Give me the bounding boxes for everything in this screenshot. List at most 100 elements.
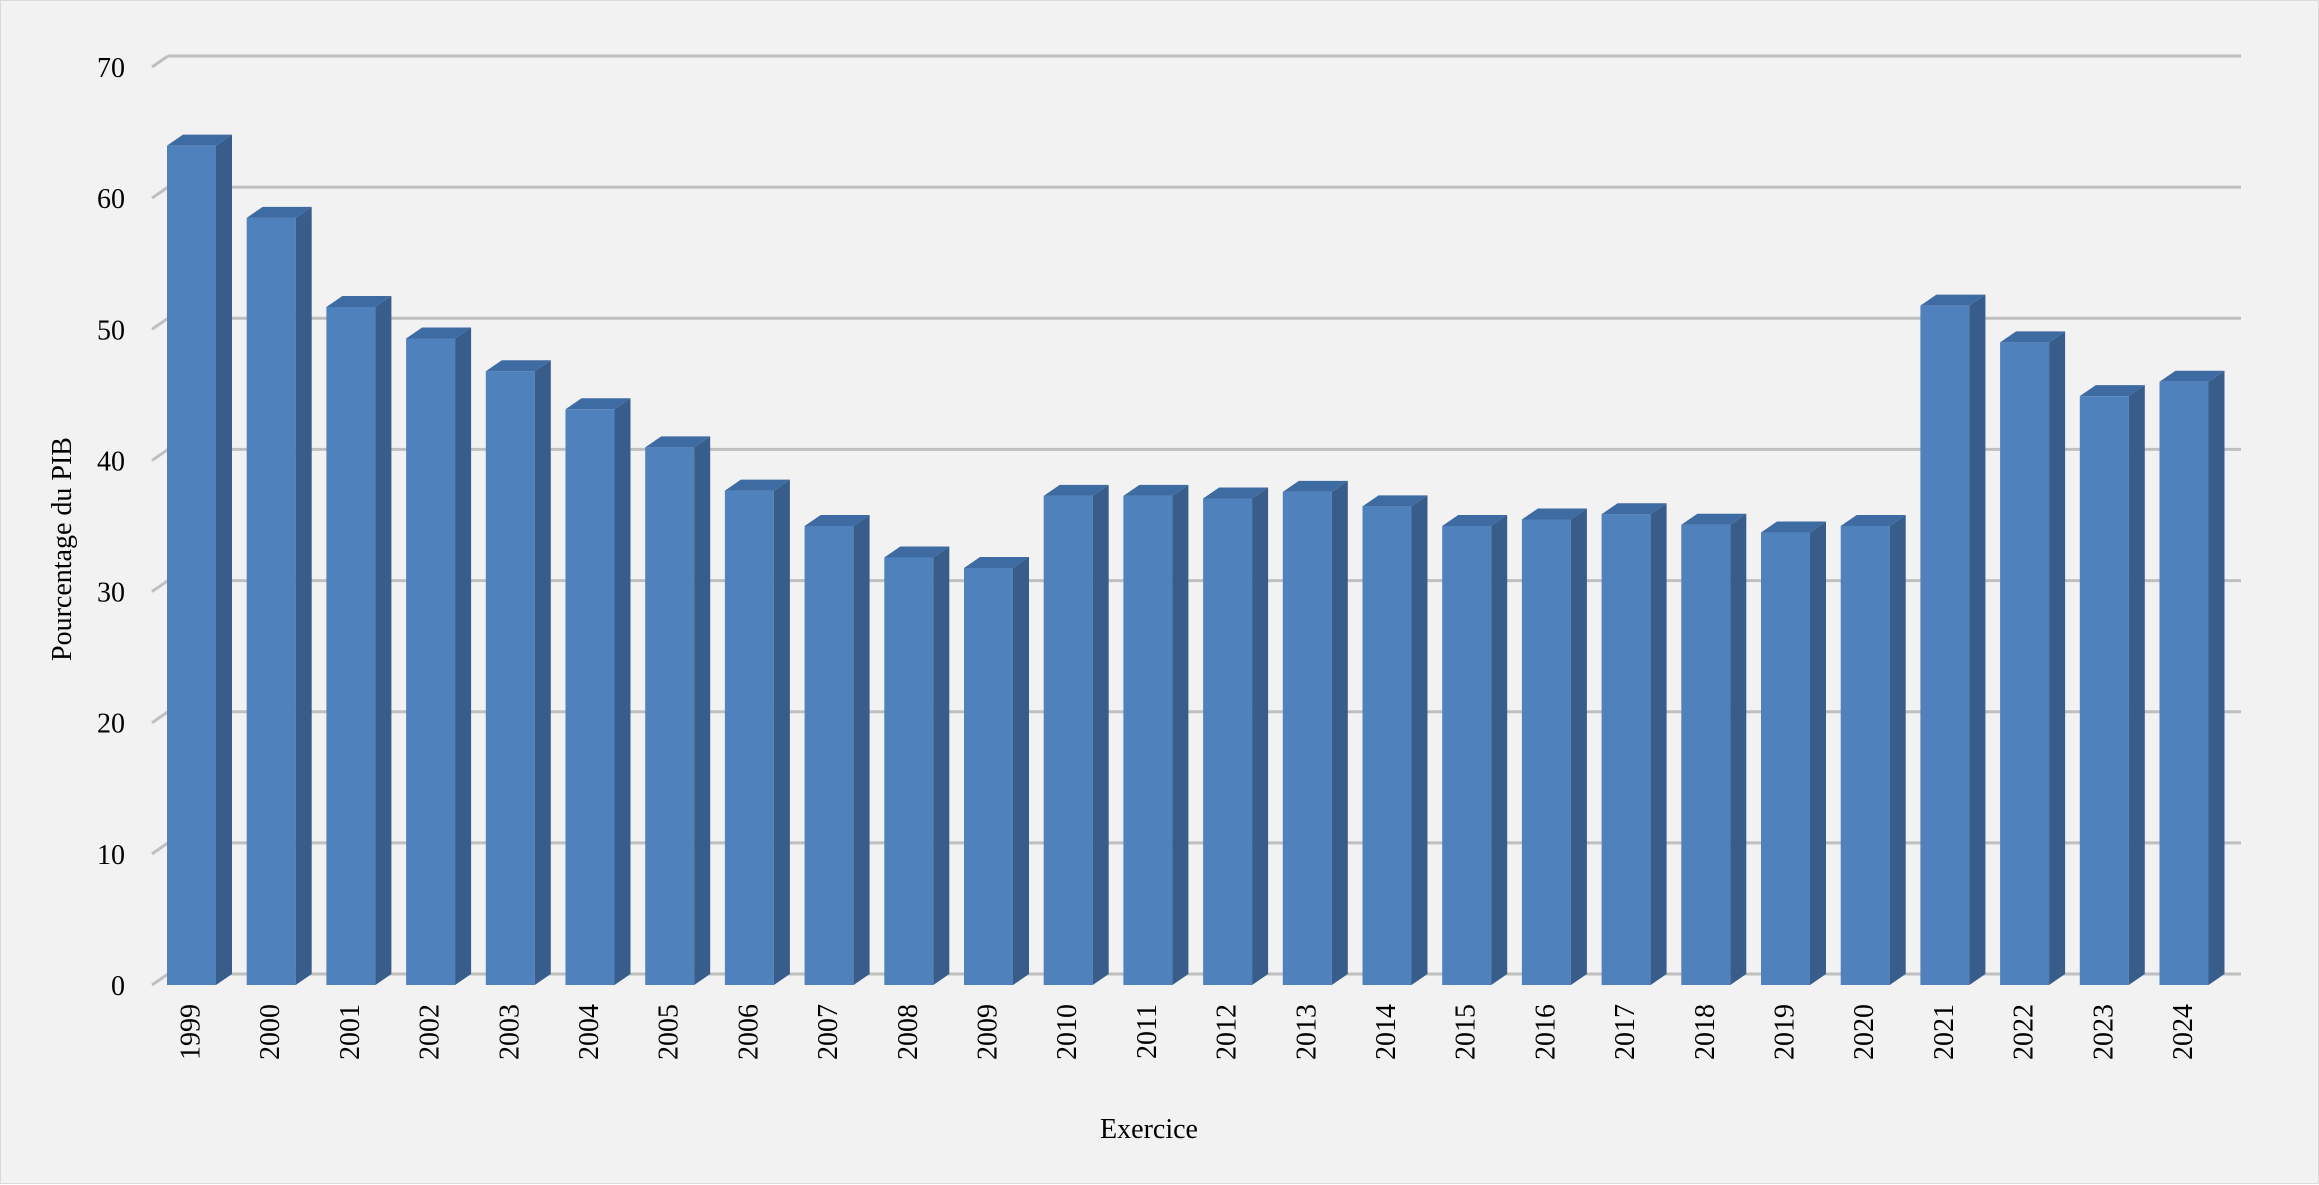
- bar-side: [1331, 480, 1348, 985]
- bar-side: [1570, 508, 1587, 985]
- bar-side: [2208, 370, 2225, 985]
- bar-side: [2049, 331, 2066, 985]
- x-tick-label: 2000: [255, 1004, 286, 1060]
- bar-front: [1282, 491, 1332, 985]
- bar-side: [1252, 487, 1269, 985]
- bar-top: [1043, 484, 1109, 496]
- bar: [485, 360, 551, 985]
- y-tick-label: 10: [97, 840, 125, 871]
- x-tick-label: 2019: [1770, 1004, 1801, 1060]
- y-axis-title: Pourcentage du PIB: [47, 437, 78, 661]
- bar: [1521, 508, 1587, 985]
- x-tick-label: 2016: [1530, 1004, 1561, 1060]
- x-tick-label: 2021: [1929, 1004, 1960, 1060]
- bar: [406, 327, 472, 986]
- bar-front: [1920, 305, 1970, 985]
- bar: [804, 515, 870, 985]
- x-tick-label: 2007: [813, 1004, 844, 1060]
- bar-top: [565, 398, 631, 410]
- bar: [1761, 521, 1826, 985]
- bar-top: [964, 556, 1029, 568]
- y-tick-labels: 0 10 20 30 40 50 60 70: [97, 53, 125, 1002]
- bar: [167, 134, 232, 985]
- x-tick-label: 2012: [1212, 1004, 1243, 1060]
- bar-top: [1601, 503, 1667, 515]
- bar-top: [1442, 515, 1508, 526]
- x-axis-title: Exercice: [1100, 1114, 1198, 1145]
- bar-side: [773, 479, 790, 985]
- bar-side: [1491, 515, 1508, 985]
- bar-side: [1730, 513, 1747, 985]
- x-tick-label: 2014: [1371, 1004, 1402, 1060]
- bar-front: [2159, 381, 2209, 985]
- bar-top: [1920, 294, 1986, 306]
- gridline: [151, 54, 2241, 69]
- bar: [1920, 294, 1986, 985]
- bar-side: [1969, 294, 1986, 985]
- bar-side: [534, 360, 551, 985]
- bar: [326, 295, 392, 985]
- x-tick-label: 2011: [1132, 1004, 1163, 1059]
- y-tick-label: 60: [97, 184, 125, 215]
- bar-side: [1889, 515, 1906, 985]
- bar-front: [1442, 526, 1492, 985]
- x-tick-label: 2004: [574, 1004, 605, 1060]
- bar: [1362, 495, 1428, 985]
- bar-top: [1681, 513, 1747, 525]
- bar-top: [2079, 385, 2145, 397]
- gridline: [151, 316, 2241, 331]
- bar-side: [853, 515, 870, 985]
- x-tick-label: 2003: [494, 1004, 525, 1060]
- bar-front: [1521, 519, 1571, 985]
- bar: [1601, 503, 1667, 985]
- bar-top: [246, 206, 312, 218]
- bar-top: [1840, 515, 1906, 526]
- bar-front: [884, 557, 934, 985]
- y-tick-label: 50: [97, 315, 125, 346]
- x-tick-label: 2017: [1610, 1004, 1641, 1060]
- bar-top: [1282, 480, 1348, 492]
- bar-top: [645, 436, 711, 448]
- bar-top: [804, 515, 870, 526]
- y-tick-label: 40: [97, 446, 125, 477]
- bar-front: [1681, 524, 1731, 985]
- x-tick-label: 2008: [893, 1004, 924, 1060]
- bar: [645, 436, 711, 985]
- y-tick-label: 30: [97, 578, 125, 609]
- bar: [1203, 487, 1269, 985]
- bar-side: [295, 206, 312, 986]
- bar-front: [565, 409, 615, 986]
- bar-side: [933, 546, 950, 985]
- bar-top: [485, 360, 551, 372]
- x-tick-label: 2018: [1690, 1004, 1721, 1060]
- x-tick-label: 2006: [733, 1004, 764, 1060]
- bar-front: [645, 447, 695, 985]
- x-tick-label: 2005: [654, 1004, 685, 1060]
- bar: [1840, 515, 1906, 985]
- bar-top: [2000, 331, 2066, 343]
- bar-side: [1092, 484, 1109, 985]
- bar-side: [1810, 521, 1826, 985]
- bar-front: [406, 338, 456, 986]
- bar-side: [2128, 385, 2145, 985]
- bar: [1043, 484, 1109, 985]
- bar-top: [2159, 370, 2225, 382]
- y-tick-label: 70: [97, 53, 125, 84]
- bar-side: [614, 398, 631, 986]
- y-tick-label: 0: [111, 971, 125, 1002]
- bar-front: [724, 490, 774, 985]
- bar-front: [1203, 498, 1253, 985]
- bar: [246, 206, 312, 986]
- bar-front: [485, 371, 535, 985]
- bar-side: [1411, 495, 1428, 985]
- x-tick-label: 2020: [1849, 1004, 1880, 1060]
- bar: [565, 398, 631, 986]
- bar-front: [1043, 495, 1093, 985]
- x-tick-label: 2024: [2168, 1004, 2199, 1060]
- bar-top: [884, 546, 950, 558]
- x-tick-label: 2023: [2088, 1004, 2119, 1060]
- bar-front: [2079, 396, 2129, 985]
- x-tick-label: 1999: [176, 1004, 207, 1060]
